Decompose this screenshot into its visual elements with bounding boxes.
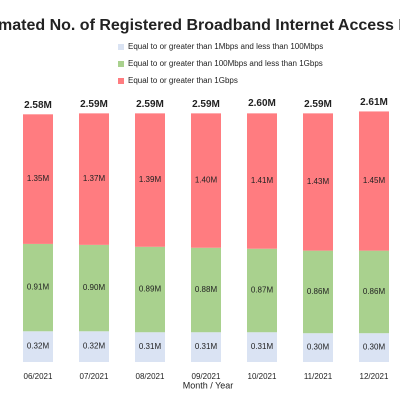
value-label: 1.39M	[139, 175, 162, 184]
bar-segment	[135, 332, 165, 362]
total-label: 2.58M	[24, 100, 52, 111]
value-label: 0.31M	[251, 342, 274, 351]
chart-title: mated No. of Registered Broadband Intern…	[0, 17, 400, 34]
value-label: 0.32M	[83, 342, 106, 351]
value-label: 1.40M	[195, 176, 218, 185]
x-tick-label: 11/2021	[304, 372, 333, 381]
bar-segment	[23, 114, 53, 244]
bar-segment	[303, 333, 333, 362]
bar-segment	[247, 113, 277, 249]
bar-segment	[79, 113, 109, 245]
legend-swatch	[118, 78, 124, 84]
bar-segment	[247, 332, 277, 362]
x-tick-label: 10/2021	[248, 372, 277, 381]
value-label: 0.90M	[83, 283, 106, 292]
value-label: 0.88M	[195, 285, 218, 294]
bar-segment	[191, 113, 221, 248]
bar-segment	[247, 248, 277, 333]
legend-swatch	[118, 61, 124, 67]
bar-segment	[135, 113, 165, 247]
total-label: 2.59M	[192, 99, 220, 110]
value-label: 0.31M	[139, 342, 162, 351]
value-label: 0.30M	[363, 343, 386, 352]
bar-segment	[359, 250, 389, 334]
bar-segment	[79, 244, 109, 332]
bar-segment	[23, 243, 53, 332]
total-label: 2.61M	[360, 97, 388, 108]
x-tick-label: 07/2021	[80, 372, 109, 381]
bar-segment	[303, 113, 333, 251]
value-label: 0.89M	[139, 285, 162, 294]
value-label: 0.32M	[27, 342, 50, 351]
total-label: 2.60M	[248, 98, 276, 109]
value-label: 0.86M	[307, 287, 330, 296]
bar-segment	[23, 331, 53, 362]
bar-segment	[303, 250, 333, 334]
value-label: 1.35M	[27, 174, 50, 183]
bar-segment	[79, 331, 109, 362]
x-tick-label: 09/2021	[192, 372, 221, 381]
bar-segment	[359, 333, 389, 362]
value-label: 0.87M	[251, 286, 274, 295]
total-label: 2.59M	[304, 99, 332, 110]
bar-segment	[135, 246, 165, 333]
value-label: 0.30M	[307, 343, 330, 352]
legend-swatch	[118, 44, 124, 50]
x-axis-label: Month / Year	[183, 380, 234, 390]
legend-label: Equal to or greater than 1Mbps and less …	[128, 42, 323, 51]
value-label: 0.31M	[195, 342, 218, 351]
value-label: 1.41M	[251, 176, 274, 185]
x-tick-label: 08/2021	[136, 372, 165, 381]
value-label: 1.37M	[83, 174, 106, 183]
bar-segment	[359, 111, 389, 251]
x-tick-label: 12/2021	[360, 372, 389, 381]
bar-segment	[191, 332, 221, 362]
value-label: 1.43M	[307, 177, 330, 186]
bar-segment	[191, 247, 221, 333]
value-label: 1.45M	[363, 176, 386, 185]
value-label: 0.91M	[27, 283, 50, 292]
value-label: 0.86M	[363, 287, 386, 296]
x-tick-label: 06/2021	[24, 372, 53, 381]
legend-label: Equal to or greater than 1Gbps	[128, 76, 238, 85]
total-label: 2.59M	[80, 99, 108, 110]
legend-label: Equal to or greater than 100Mbps and les…	[128, 59, 323, 68]
total-label: 2.59M	[136, 99, 164, 110]
